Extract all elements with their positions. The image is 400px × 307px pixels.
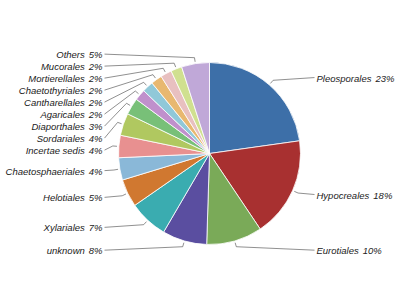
- slice: [207, 154, 261, 245]
- labels: Pleosporales23% Hypocreales18% Eurotiales 1…: [6, 49, 395, 256]
- slice: [210, 63, 300, 154]
- value-label: 5%: [89, 192, 103, 203]
- category-label: Agaricales: [39, 109, 85, 120]
- category-label: Mortierellales: [28, 73, 85, 84]
- slice: [182, 63, 210, 154]
- value-label: 2%: [88, 97, 103, 108]
- category-label: Pleosporales: [317, 72, 372, 83]
- category-label: Cantharellales: [24, 97, 85, 108]
- slice-label: Eurotiales 10%: [317, 245, 383, 256]
- slice-label: Incertae sedis 4%: [26, 145, 103, 156]
- slice-label: Xylariales 7%: [43, 222, 103, 233]
- value-label: 2%: [88, 73, 103, 84]
- category-label: Xylariales: [43, 222, 85, 233]
- chart: Pleosporales23% Hypocreales18% Eurotiales 1…: [0, 0, 400, 307]
- slices: [119, 63, 301, 245]
- leader-line: [105, 169, 119, 170]
- category-label: Helotiales: [43, 192, 85, 203]
- category-label: Sordariales: [37, 133, 85, 144]
- slice-label: Helotiales 5%: [43, 192, 103, 203]
- category-label: Incertae sedis: [26, 145, 85, 156]
- slice-label: Sordariales 4%: [37, 133, 103, 144]
- slice-label: Mortierellales2%: [28, 73, 103, 84]
- page: {"chart_data": {"type": "pie", "categori…: [0, 0, 400, 307]
- value-label: 5%: [89, 49, 103, 60]
- value-label: 2%: [88, 85, 103, 96]
- leader-line: [105, 146, 117, 150]
- category-label: Chaetosphaeriales: [6, 165, 85, 176]
- category-label: Others: [56, 49, 85, 60]
- leader-lines: [105, 54, 315, 250]
- category-label: Hypocreales: [317, 189, 370, 200]
- leader-line: [235, 243, 314, 250]
- category-label: Chaetothyriales: [19, 85, 85, 96]
- slice-label: Mucorales2%: [41, 61, 103, 72]
- value-label: 18%: [373, 189, 393, 200]
- leader-line: [105, 194, 126, 197]
- leader-line: [105, 68, 166, 78]
- value-label: 3%: [89, 121, 103, 132]
- leader-line: [105, 122, 122, 138]
- category-label: Mucorales: [41, 61, 85, 72]
- value-label: 4%: [89, 133, 103, 144]
- slice-label: Hypocreales18%: [317, 189, 393, 200]
- leader-line: [105, 91, 139, 114]
- value-label: 23%: [374, 72, 395, 83]
- leader-line: [105, 103, 131, 126]
- slice-label: Chaetosphaeriales 4%: [6, 165, 104, 176]
- category-label: Eurotiales: [317, 245, 359, 256]
- category-label: unknown: [47, 245, 85, 256]
- value-label: 4%: [89, 165, 103, 176]
- value-label: 2%: [88, 61, 103, 72]
- value-label: 8%: [89, 245, 103, 256]
- leader-line: [105, 63, 176, 67]
- value-label: 4%: [89, 145, 103, 156]
- slice-label: Others 5%: [56, 49, 103, 60]
- leader-line: [105, 82, 147, 102]
- leader-line: [294, 191, 314, 194]
- slice-label: Chaetothyriales2%: [19, 85, 103, 96]
- category-label: Diaporthales: [31, 121, 85, 132]
- value-label: 2%: [88, 109, 103, 120]
- slice-label: Cantharellales2%: [24, 97, 103, 108]
- slice-label: Pleosporales23%: [317, 72, 395, 83]
- leader-line: [105, 222, 147, 228]
- leader-line: [105, 54, 196, 62]
- slice-label: Agaricales2%: [39, 109, 103, 120]
- slice-label: unknown 8%: [47, 245, 103, 256]
- value-label: 7%: [89, 222, 103, 233]
- leader-line: [270, 78, 314, 84]
- leader-line: [105, 243, 184, 250]
- slice-label: Diaporthales 3%: [31, 121, 103, 132]
- value-label: 10%: [363, 245, 383, 256]
